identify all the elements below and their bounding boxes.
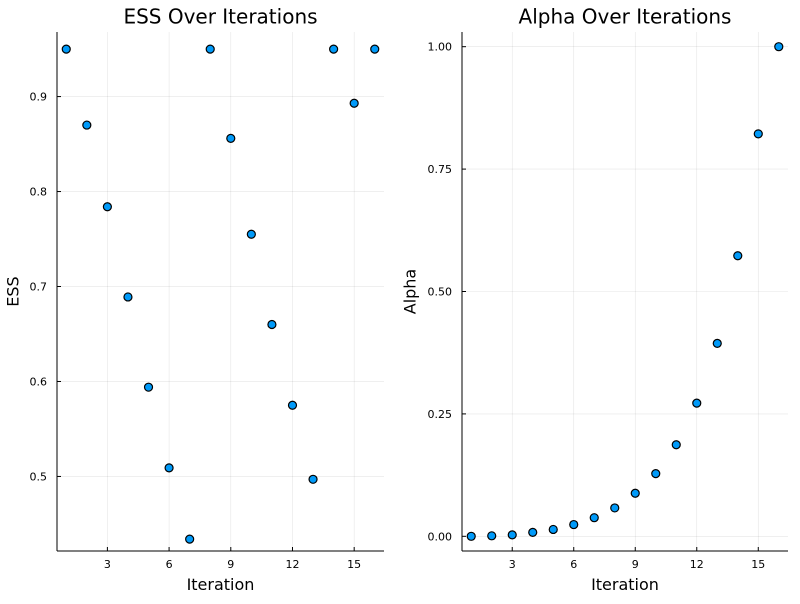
x-tick-label: 12 <box>690 558 704 571</box>
y-tick-label: 0.50 <box>428 286 453 299</box>
data-point <box>487 531 497 541</box>
data-point <box>774 42 784 52</box>
x-tick-label: 6 <box>570 558 577 571</box>
data-point <box>569 519 579 530</box>
data-point <box>589 513 599 523</box>
data-point <box>349 98 359 108</box>
chart-panel-left: 3 6 9 12 15 0.5 0.6 0.7 0.8 0.9 ESS Over Iteration… <box>4 5 384 594</box>
y-axis-label: Alpha <box>401 269 420 315</box>
y-tick-label: 0.8 <box>30 186 48 199</box>
y-tick-label: 0.25 <box>428 408 453 421</box>
y-tick-label: 0.5 <box>30 470 48 483</box>
data-point <box>630 488 640 498</box>
data-point <box>692 398 702 408</box>
y-tick-label: 0.75 <box>428 163 453 176</box>
data-point <box>164 463 174 473</box>
data-point <box>185 534 195 544</box>
data-point <box>466 531 476 541</box>
data-point <box>507 530 517 540</box>
x-tick-label: 9 <box>632 558 639 571</box>
data-point <box>102 202 112 212</box>
data-point <box>61 44 71 54</box>
data-point <box>610 503 620 513</box>
data-point <box>226 133 236 143</box>
y-axis-label: ESS <box>4 276 23 306</box>
data-point <box>712 338 722 348</box>
data-point <box>308 474 318 484</box>
data-point <box>267 319 277 330</box>
data-point <box>246 229 256 239</box>
x-tick-label: 15 <box>347 558 361 571</box>
chart-panel-right: 3 6 9 12 15 0.00 0.25 0.50 0.75 1.00 Alpha Over It… <box>401 5 788 594</box>
y-tick-label: 1.00 <box>428 41 453 54</box>
x-axis-label: Iteration <box>591 575 659 594</box>
y-tick-label: 0.6 <box>30 375 48 388</box>
data-point <box>287 400 298 410</box>
x-axis-label: Iteration <box>187 575 255 594</box>
y-tick-label: 0.7 <box>30 281 48 294</box>
data-point <box>123 292 133 302</box>
data-point <box>82 120 92 130</box>
y-tick-label: 0.00 <box>428 530 453 543</box>
data-point <box>548 524 558 535</box>
x-tick-label: 3 <box>104 558 111 571</box>
data-point <box>651 469 661 479</box>
data-point <box>753 129 763 139</box>
chart-title: Alpha Over Iterations <box>519 5 732 29</box>
x-tick-label: 12 <box>285 558 299 571</box>
data-point <box>143 382 154 392</box>
x-tick-label: 3 <box>509 558 516 571</box>
data-point <box>205 44 215 54</box>
data-point <box>733 251 743 261</box>
chart-title: ESS Over Iterations <box>123 5 317 29</box>
x-tick-label: 9 <box>227 558 234 571</box>
data-point <box>671 440 681 450</box>
data-point <box>329 44 339 54</box>
data-point <box>370 44 380 54</box>
y-tick-label: 0.9 <box>30 91 48 104</box>
data-point <box>528 527 538 537</box>
x-tick-label: 6 <box>166 558 173 571</box>
x-tick-label: 15 <box>751 558 765 571</box>
